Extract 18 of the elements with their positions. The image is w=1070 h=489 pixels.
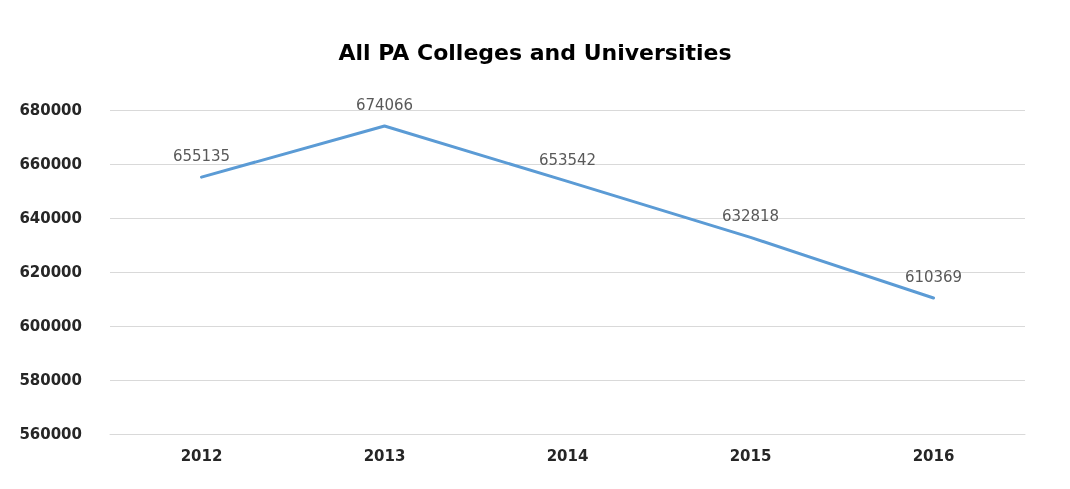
data-label: 610369 — [904, 267, 963, 286]
x-tick-label: 2012 — [180, 446, 223, 465]
chart-title: All PA Colleges and Universities — [338, 39, 732, 65]
y-tick-label: 660000 — [19, 155, 82, 173]
y-tick-label: 560000 — [19, 425, 82, 443]
data-label: 653542 — [538, 150, 597, 169]
x-tick-label: 2016 — [912, 446, 955, 465]
x-tick-label: 2013 — [363, 446, 406, 465]
x-tick-label: 2014 — [546, 446, 589, 465]
y-tick-label: 620000 — [19, 263, 82, 281]
x-tick-label: 2015 — [729, 446, 772, 465]
data-label: 632818 — [721, 206, 780, 225]
y-tick-label: 680000 — [19, 101, 82, 119]
data-label: 655135 — [172, 146, 231, 165]
y-tick-label: 600000 — [19, 317, 82, 335]
y-tick-label: 580000 — [19, 371, 82, 389]
data-label: 674066 — [355, 95, 414, 114]
y-tick-label: 640000 — [19, 209, 82, 227]
